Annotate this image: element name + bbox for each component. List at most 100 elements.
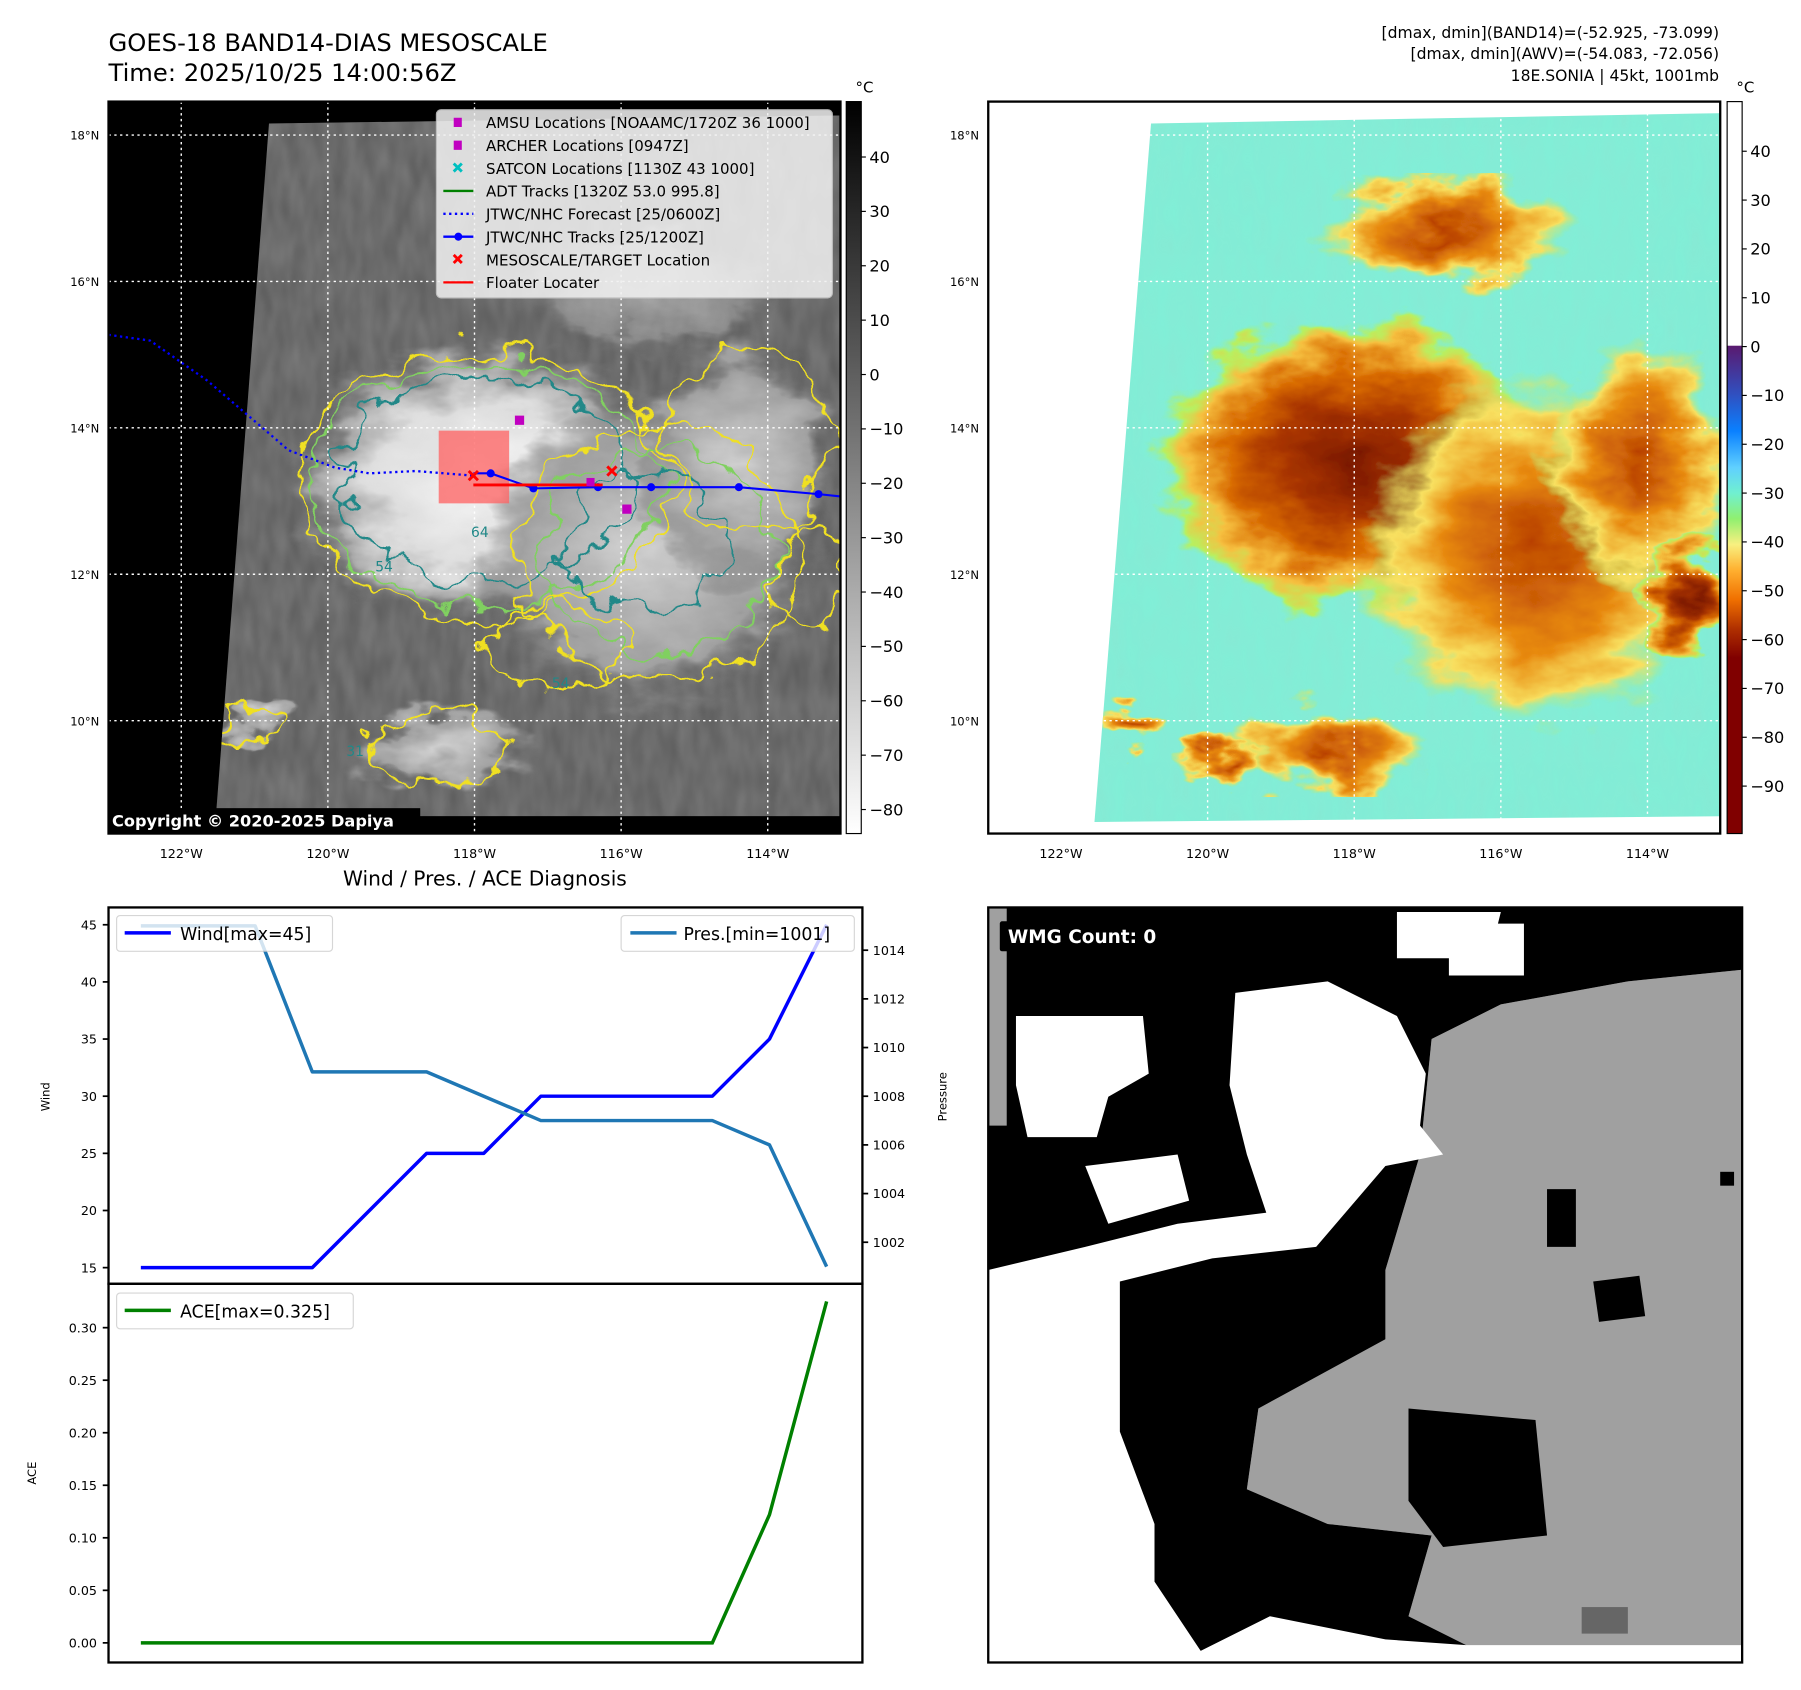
lon-label: 122°W bbox=[1039, 846, 1083, 861]
legend-label: ADT Tracks [1320Z 53.0 995.8] bbox=[486, 183, 720, 201]
lat-label: 18°N bbox=[70, 129, 99, 143]
colorbar-tick-label: −30 bbox=[869, 528, 903, 547]
lon-label: 116°W bbox=[1479, 846, 1523, 861]
figure-time: Time: 2025/10/25 14:00:56Z bbox=[108, 58, 457, 87]
y-tick-label: 0.10 bbox=[69, 1530, 97, 1545]
jtwc-best-track bbox=[473, 472, 841, 498]
y2-tick-label: 1002 bbox=[873, 1235, 905, 1250]
pres-legend: Pres.[min=1001] bbox=[620, 914, 855, 952]
square-marker-icon bbox=[453, 117, 462, 127]
colorbar-tick-label: 30 bbox=[869, 202, 890, 221]
copyright-text: Copyright © 2020-2025 Dapiya bbox=[112, 812, 394, 831]
gray-colorbar bbox=[845, 101, 862, 835]
legend-item: JTWC/NHC Tracks [25/1200Z] bbox=[443, 228, 704, 246]
diagnosis-title: Wind / Pres. / ACE Diagnosis bbox=[343, 867, 627, 891]
target-markers bbox=[467, 465, 618, 482]
left-map-frame bbox=[107, 100, 842, 835]
y-tick-label: 0.30 bbox=[69, 1320, 97, 1335]
stats-band14: [dmax, dmin](BAND14)=(-52.925, -73.099) bbox=[1382, 24, 1720, 42]
lon-label: 120°W bbox=[306, 846, 350, 861]
y-tick-label: 15 bbox=[81, 1260, 97, 1275]
legend-label: AMSU Locations [NOAAMC/1720Z 36 1000] bbox=[486, 114, 810, 132]
lat-label: 10°N bbox=[950, 714, 979, 728]
x-marker-icon bbox=[452, 162, 463, 173]
lon-label: 114°W bbox=[1626, 846, 1670, 861]
svg-text:Pres.[min=1001]: Pres.[min=1001] bbox=[683, 925, 830, 945]
legend-item: ADT Tracks [1320Z 53.0 995.8] bbox=[443, 183, 720, 201]
y-tick-label: 25 bbox=[81, 1146, 97, 1161]
legend-label: JTWC/NHC Tracks [25/1200Z] bbox=[485, 228, 704, 246]
colorbar-tick-label: −80 bbox=[1750, 728, 1784, 747]
colorbar-tick-label: 40 bbox=[1750, 142, 1771, 161]
jtwc-forecast-track bbox=[108, 333, 474, 477]
y-tick-label: 0.15 bbox=[69, 1478, 97, 1493]
svg-text:Wind[max=45]: Wind[max=45] bbox=[180, 925, 311, 945]
y2-tick-label: 1014 bbox=[873, 943, 905, 958]
y-tick-label: 30 bbox=[81, 1089, 97, 1104]
lat-label: 12°N bbox=[70, 568, 99, 582]
colorbar-tick-label: 20 bbox=[1750, 240, 1771, 259]
colorbar-tick-label: 0 bbox=[869, 365, 879, 384]
colorbar-tick-label: 40 bbox=[869, 148, 890, 167]
ace-legend: ACE[max=0.325] bbox=[116, 1292, 354, 1330]
legend-label: Floater Locater bbox=[486, 274, 600, 292]
ace-axis-label: ACE bbox=[25, 1462, 39, 1485]
wmg-frame bbox=[987, 906, 1744, 1664]
pressure-axis-label: Pressure bbox=[936, 1072, 950, 1121]
ir-map-grayscale: 64 54 54 31 AMSU Locations [NOAAMC/1720Z… bbox=[108, 101, 841, 834]
figure-title: GOES-18 BAND14-DIAS MESOSCALE bbox=[109, 28, 548, 57]
svg-text:ACE[max=0.325]: ACE[max=0.325] bbox=[180, 1302, 330, 1322]
y-tick-label: 45 bbox=[81, 917, 97, 932]
storm-info: 18E.SONIA | 45kt, 1001mb bbox=[1511, 67, 1719, 85]
svg-text:31: 31 bbox=[346, 744, 364, 760]
colorbar-tick-label: 10 bbox=[869, 311, 890, 330]
colorbar-tick-label: −50 bbox=[869, 637, 903, 656]
wind-axis-label: Wind bbox=[39, 1082, 53, 1111]
lat-label: 16°N bbox=[70, 275, 99, 289]
color-colorbar bbox=[1726, 101, 1743, 835]
colorbar-tick-label: −70 bbox=[1750, 679, 1784, 698]
legend-label: MESOSCALE/TARGET Location bbox=[486, 251, 710, 269]
lat-label: 16°N bbox=[950, 275, 979, 289]
legend-label: ARCHER Locations [0947Z] bbox=[486, 137, 689, 155]
color-colorbar-unit: °C bbox=[1736, 78, 1754, 96]
x-marker-icon bbox=[452, 253, 463, 265]
legend-item: Floater Locater bbox=[443, 274, 600, 292]
legend-item: MESOSCALE/TARGET Location bbox=[452, 251, 710, 269]
dot-marker-icon bbox=[454, 232, 463, 241]
y-tick-label: 40 bbox=[81, 975, 97, 990]
svg-text:54: 54 bbox=[375, 559, 393, 575]
y2-tick-label: 1010 bbox=[873, 1040, 905, 1055]
colorbar-tick-label: −50 bbox=[1750, 582, 1784, 601]
colorbar-tick-label: −40 bbox=[869, 583, 903, 602]
y2-tick-label: 1006 bbox=[873, 1138, 905, 1153]
colorbar-tick-label: 0 bbox=[1750, 337, 1760, 356]
ir-map-color bbox=[988, 101, 1721, 834]
stats-awv: [dmax, dmin](AWV)=(-54.083, -72.056) bbox=[1411, 45, 1720, 63]
legend-item: AMSU Locations [NOAAMC/1720Z 36 1000] bbox=[453, 114, 810, 132]
colorbar-tick-label: −70 bbox=[869, 746, 903, 765]
map-legend: AMSU Locations [NOAAMC/1720Z 36 1000] ARC… bbox=[435, 109, 833, 299]
colorbar-tick-label: 30 bbox=[1750, 191, 1771, 210]
pressure-series-line bbox=[140, 924, 829, 1268]
y-tick-label: 0.00 bbox=[69, 1635, 97, 1650]
lon-label: 120°W bbox=[1186, 846, 1230, 861]
wmg-panel: WMG Count: 0 bbox=[988, 907, 1743, 1663]
wmg-count-label: WMG Count: 0 bbox=[1008, 927, 1156, 948]
y-tick-label: 0.25 bbox=[69, 1373, 97, 1388]
y-tick-label: 20 bbox=[81, 1203, 97, 1218]
ace-series-line bbox=[140, 1300, 829, 1645]
colorbar-tick-label: −60 bbox=[869, 692, 903, 711]
lat-label: 14°N bbox=[950, 421, 979, 435]
colorbar-tick-label: −10 bbox=[1750, 386, 1784, 405]
colorbar-tick-label: −30 bbox=[1750, 484, 1784, 503]
lon-label: 118°W bbox=[1333, 846, 1377, 861]
colorbar-tick-label: −60 bbox=[1750, 630, 1784, 649]
svg-text:54: 54 bbox=[552, 676, 570, 692]
wind-series-line bbox=[140, 923, 829, 1270]
y2-tick-label: 1008 bbox=[873, 1089, 905, 1104]
colorbar-tick-label: −10 bbox=[869, 420, 903, 439]
copyright-box bbox=[108, 808, 421, 833]
gray-colorbar-unit: °C bbox=[855, 78, 873, 96]
